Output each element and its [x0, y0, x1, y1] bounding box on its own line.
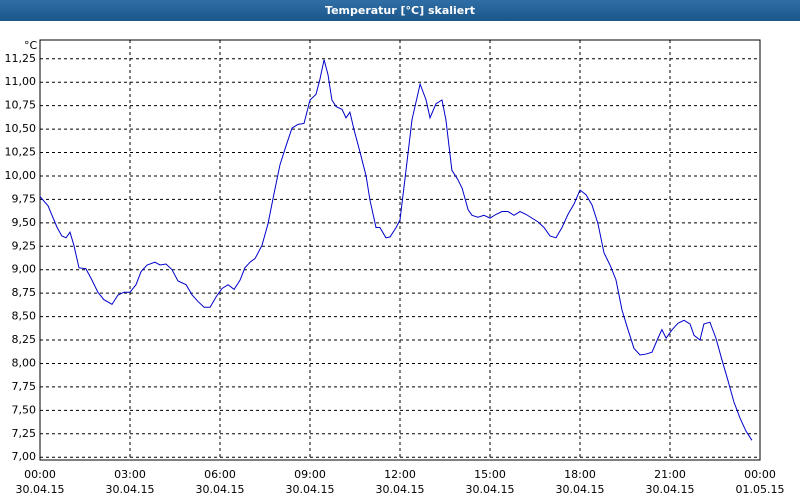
y-tick-label: 9,50	[12, 216, 37, 229]
y-tick-label: 10,00	[5, 169, 37, 182]
x-tick-date: 01.05.15	[736, 483, 785, 496]
x-tick-date: 30.04.15	[196, 483, 245, 496]
data-line	[39, 59, 753, 441]
x-tick-label: 15:00	[474, 468, 506, 481]
plot-border	[39, 39, 761, 461]
y-tick-label: 7,25	[12, 427, 37, 440]
x-tick-label: 09:00	[294, 468, 326, 481]
y-tick-label: 10,25	[5, 146, 37, 159]
x-tick-label: 12:00	[384, 468, 416, 481]
y-tick-label: 7,75	[12, 380, 37, 393]
x-tick-date: 30.04.15	[466, 483, 515, 496]
x-tick-label: 21:00	[654, 468, 686, 481]
y-tick-label: 11,25	[5, 52, 37, 65]
x-tick-date: 30.04.15	[106, 483, 155, 496]
y-tick-label: 9,00	[12, 263, 37, 276]
y-unit: °C	[24, 39, 38, 52]
x-tick-date: 30.04.15	[646, 483, 695, 496]
x-tick-date: 30.04.15	[556, 483, 605, 496]
y-tick-label: 8,50	[12, 310, 37, 323]
y-tick-label: 7,00	[12, 450, 37, 463]
x-tick-label: 18:00	[564, 468, 596, 481]
x-tick-label: 06:00	[204, 468, 236, 481]
y-tick-label: 8,75	[12, 286, 37, 299]
y-tick-label: 7,50	[12, 403, 37, 416]
x-tick-label: 00:00	[24, 468, 56, 481]
title-bar: Temperatur [°C] skaliert	[0, 0, 800, 21]
x-tick-date: 30.04.15	[16, 483, 65, 496]
y-tick-label: 8,25	[12, 333, 37, 346]
x-tick-label: 00:00	[744, 468, 776, 481]
y-tick-label: 10,75	[5, 99, 37, 112]
x-tick-date: 30.04.15	[376, 483, 425, 496]
y-tick-label: 9,25	[12, 239, 37, 252]
chart: °C 7,00 7,25 7,50 7,75 8,00 8,25 8,50 8,75 9,00 9,…	[5, 39, 785, 496]
y-tick-label: 10,50	[5, 122, 37, 135]
x-tick-date: 30.04.15	[286, 483, 335, 496]
y-tick-label: 11,00	[5, 75, 37, 88]
y-tick-label: 8,00	[12, 356, 37, 369]
x-tick-label: 03:00	[114, 468, 146, 481]
y-tick-label: 9,75	[12, 192, 37, 205]
